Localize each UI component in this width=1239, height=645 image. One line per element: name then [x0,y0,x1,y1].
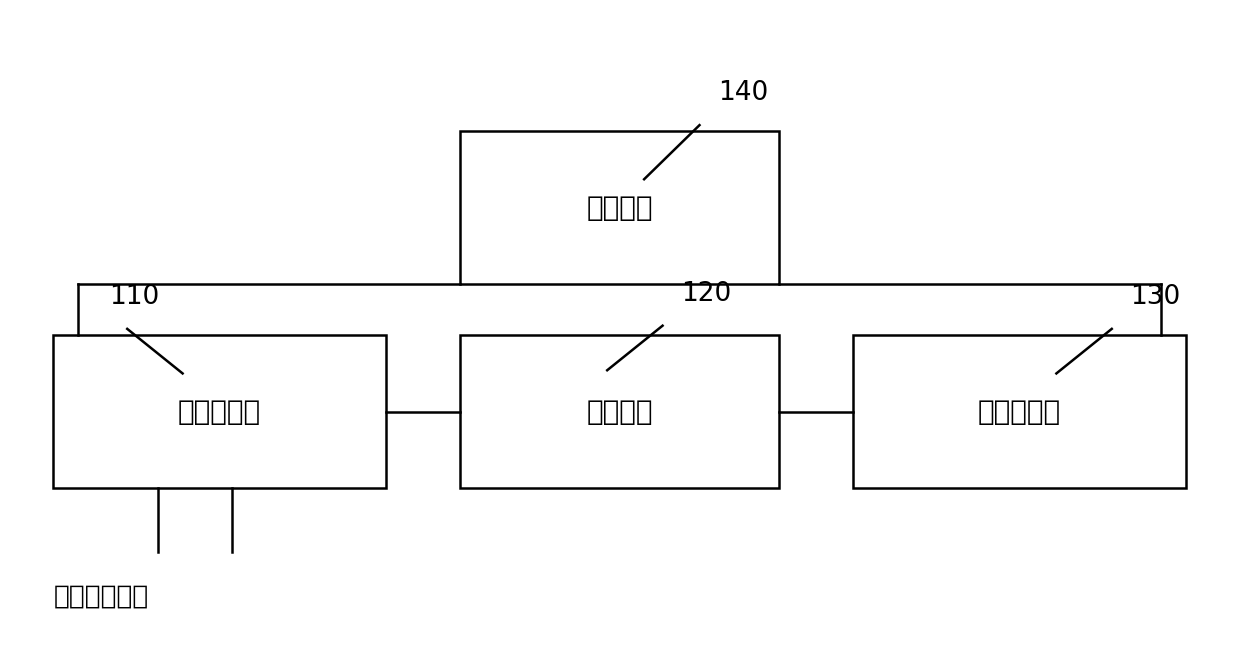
Text: 失调控制信号: 失调控制信号 [53,583,149,610]
Text: 输入级电路: 输入级电路 [178,397,261,426]
Text: 140: 140 [717,80,768,106]
Bar [53,335,385,488]
Bar [854,335,1186,488]
Bar [460,132,779,284]
Text: 输出级电路: 输出级电路 [978,397,1061,426]
Text: 增益电路: 增益电路 [586,397,653,426]
Bar [460,335,779,488]
Text: 偏置电路: 偏置电路 [586,194,653,222]
Text: 130: 130 [1130,284,1181,310]
Text: 110: 110 [109,284,159,310]
Text: 120: 120 [681,281,731,306]
